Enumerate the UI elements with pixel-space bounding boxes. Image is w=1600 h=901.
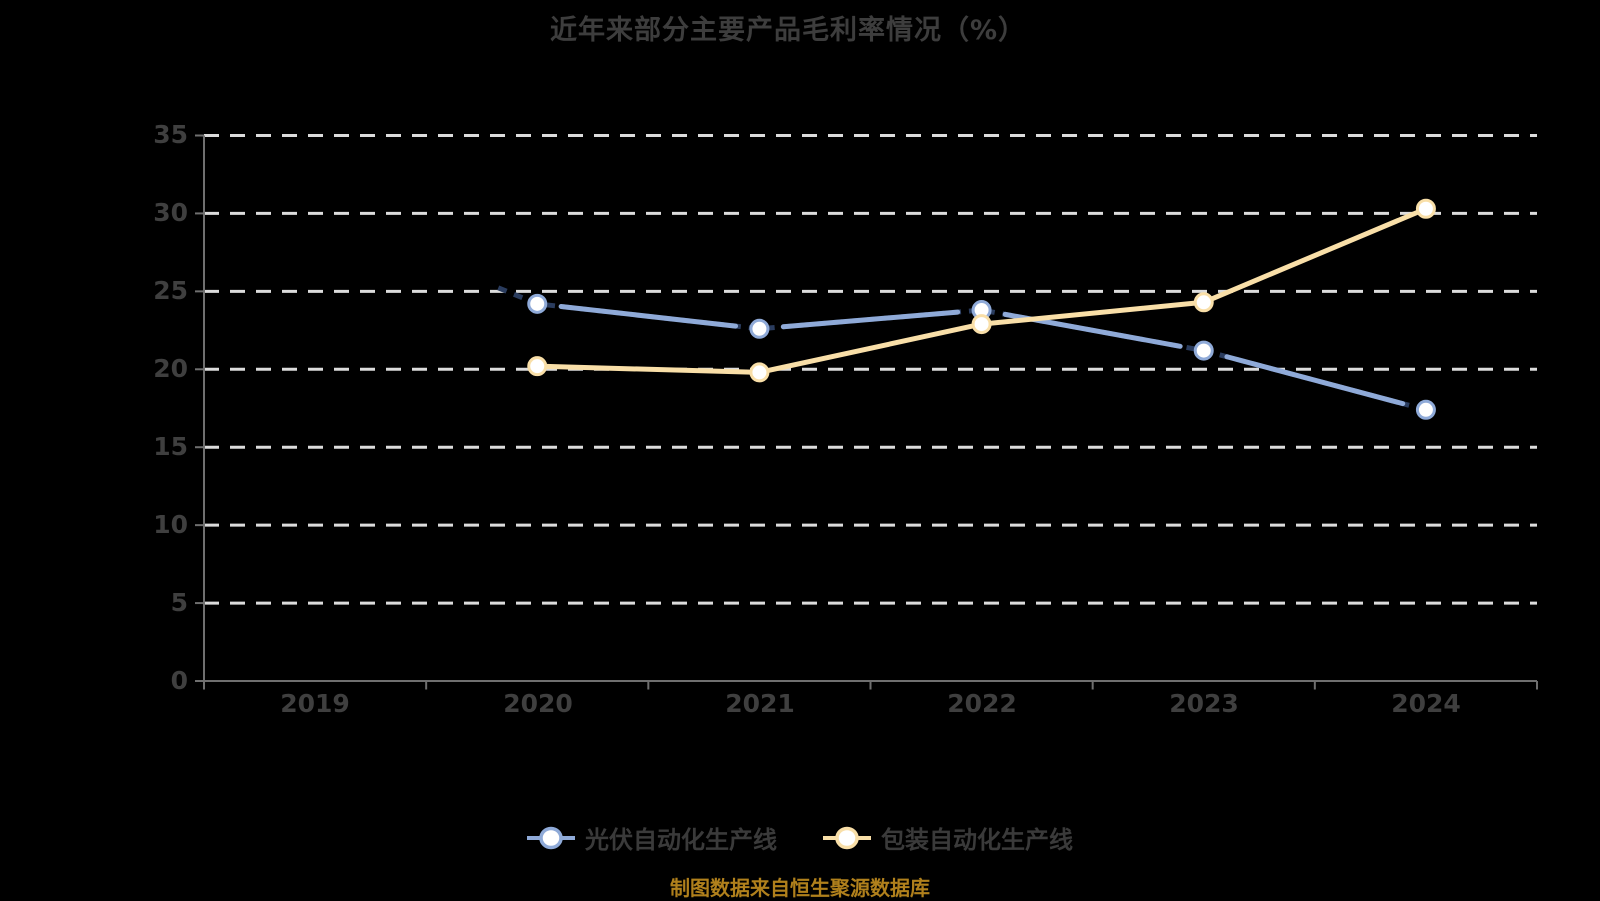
y-tick-label: 5: [171, 588, 188, 617]
legend-label: 包装自动化生产线: [881, 826, 1073, 854]
y-tick-label: 20: [153, 354, 188, 383]
line-marker-icon: [527, 826, 575, 849]
source-note: 制图数据来自恒生聚源数据库: [670, 876, 930, 900]
series-0-line-segment: [558, 304, 739, 329]
series-0-marker: [527, 293, 548, 314]
legend-item-packaging-line[interactable]: 包装自动化生产线: [823, 820, 1073, 855]
series-1-marker: [1193, 292, 1214, 313]
series-1-marker: [971, 314, 992, 335]
x-tick-label: 2019: [280, 689, 350, 718]
legend-label: 光伏自动化生产线: [585, 826, 777, 854]
y-tick-label: 15: [153, 432, 188, 461]
series-0-marker: [749, 318, 770, 339]
line-marker-icon: [823, 826, 871, 849]
series-1-marker: [749, 362, 770, 383]
y-axis-labels: 0 5 10 15 20 25 30 35: [153, 120, 188, 695]
series-0-line-segment: [780, 309, 961, 330]
series-1-line: [534, 206, 1429, 375]
series-0-marker: [1193, 340, 1214, 361]
axes: [195, 134, 1538, 690]
x-tick-label: 2024: [1391, 689, 1461, 718]
series-1-marker: [1415, 198, 1436, 219]
chart-legend: 光伏自动化生产线 包装自动化生产线: [0, 820, 1600, 855]
chart-title: 近年来部分主要产品毛利率情况（%）: [549, 15, 1027, 46]
gridlines: [204, 134, 1537, 605]
series-1-marker: [527, 356, 548, 377]
y-tick-label: 0: [171, 666, 188, 695]
y-tick-label: 35: [153, 120, 188, 149]
legend-item-photovoltaic-line[interactable]: 光伏自动化生产线: [527, 820, 777, 855]
series-0-line-segment: [1224, 354, 1406, 407]
x-tick-label: 2021: [725, 689, 795, 718]
series-0-dashed-underline: [497, 285, 1427, 413]
series-0-marker: [1415, 399, 1436, 420]
x-tick-label: 2022: [947, 689, 1017, 718]
x-tick-label: 2020: [503, 689, 573, 718]
y-tick-label: 10: [153, 510, 188, 539]
x-tick-label: 2023: [1169, 689, 1239, 718]
x-axis-labels: 2019 2020 2021 2022 2023 2024: [280, 689, 1461, 718]
y-tick-label: 25: [153, 276, 188, 305]
series-lines: [497, 198, 1436, 420]
y-tick-label: 30: [153, 198, 188, 227]
